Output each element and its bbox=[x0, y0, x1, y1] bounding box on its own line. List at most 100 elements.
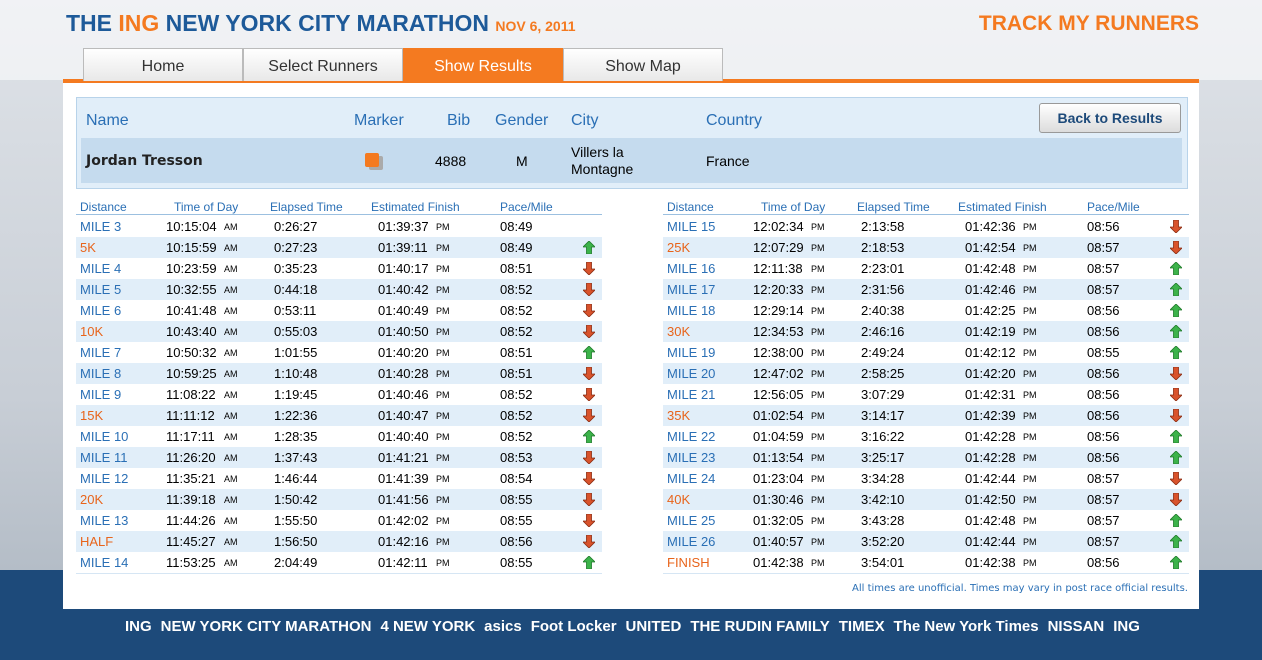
distance: 15K bbox=[80, 408, 104, 423]
distance: MILE 24 bbox=[667, 471, 716, 486]
split-row: MILE 19 12:38:00 PM 2:49:24 01:42:12 PM 08:55 bbox=[663, 342, 1189, 364]
time-of-day: 10:15:59 bbox=[166, 240, 217, 255]
pace: 08:52 bbox=[500, 282, 533, 297]
time-period: PM bbox=[811, 558, 825, 568]
runner-column: City bbox=[571, 112, 599, 129]
elapsed: 3:07:29 bbox=[861, 387, 905, 402]
arrow-icon bbox=[582, 408, 596, 423]
elapsed: 2:04:49 bbox=[274, 555, 318, 570]
finish: 01:42:28 bbox=[965, 429, 1016, 444]
time-of-day: 12:07:29 bbox=[753, 240, 804, 255]
pace: 08:52 bbox=[500, 408, 533, 423]
finish: 01:42:36 bbox=[965, 219, 1016, 234]
footnote: All times are unofficial. Times may vary… bbox=[852, 583, 1188, 594]
pace: 08:57 bbox=[1087, 513, 1120, 528]
time-of-day: 10:23:59 bbox=[166, 261, 217, 276]
arrow-icon bbox=[1169, 345, 1183, 360]
finish: 01:40:50 bbox=[378, 324, 429, 339]
finish: 01:41:56 bbox=[378, 492, 429, 507]
pace: 08:51 bbox=[500, 261, 533, 276]
arrow-down bbox=[582, 513, 596, 528]
arrow-up bbox=[1169, 534, 1183, 549]
finish-period: PM bbox=[436, 390, 450, 400]
distance: MILE 11 bbox=[80, 450, 128, 465]
arrow-down bbox=[1169, 219, 1183, 234]
runner-name: Jordan Tresson bbox=[86, 153, 203, 169]
tab[interactable]: Home bbox=[83, 48, 243, 81]
time-of-day: 10:15:04 bbox=[166, 219, 217, 234]
time-of-day: 10:32:55 bbox=[166, 282, 217, 297]
header-rule bbox=[76, 214, 602, 215]
finish: 01:41:21 bbox=[378, 450, 429, 465]
elapsed: 2:58:25 bbox=[861, 366, 905, 381]
split-row: MILE 6 10:41:48 AM 0:53:11 01:40:49 PM 08:52 bbox=[76, 300, 602, 322]
finish: 01:42:44 bbox=[965, 471, 1016, 486]
tab[interactable]: Select Runners bbox=[243, 48, 403, 81]
finish: 01:42:20 bbox=[965, 366, 1016, 381]
distance: MILE 10 bbox=[80, 429, 129, 444]
pace: 08:49 bbox=[500, 240, 533, 255]
sponsor: NEW YORK CITY MARATHON bbox=[160, 618, 372, 635]
tab[interactable]: Show Results bbox=[403, 48, 563, 81]
bib: 4888 bbox=[435, 153, 467, 169]
arrow-down bbox=[582, 492, 596, 507]
distance: MILE 20 bbox=[667, 366, 716, 381]
pace: 08:56 bbox=[1087, 387, 1120, 402]
elapsed: 1:10:48 bbox=[274, 366, 318, 381]
sponsor: TIMEX bbox=[838, 618, 885, 635]
arrow-icon bbox=[582, 261, 596, 276]
finish-period: PM bbox=[1023, 222, 1037, 232]
distance: MILE 3 bbox=[80, 219, 122, 234]
elapsed: 3:54:01 bbox=[861, 555, 905, 570]
sponsor: UNITED bbox=[625, 618, 682, 635]
arrow-up bbox=[1169, 324, 1183, 339]
sponsor: ING bbox=[125, 618, 152, 635]
elapsed: 2:23:01 bbox=[861, 261, 905, 276]
time-of-day: 10:50:32 bbox=[166, 345, 217, 360]
finish-period: PM bbox=[1023, 411, 1037, 421]
split-row: 15K 11:11:12 AM 1:22:36 01:40:47 PM 08:52 bbox=[76, 405, 602, 427]
distance: 30K bbox=[667, 324, 691, 339]
split-row: MILE 20 12:47:02 PM 2:58:25 01:42:20 PM 08:56 bbox=[663, 363, 1189, 385]
finish: 01:42:02 bbox=[378, 513, 429, 528]
time-of-day: 11:35:21 bbox=[166, 471, 216, 486]
arrow-icon bbox=[1169, 240, 1183, 255]
finish: 01:42:50 bbox=[965, 492, 1016, 507]
column-header: Pace/Mile bbox=[1087, 200, 1140, 214]
pace: 08:55 bbox=[500, 555, 533, 570]
split-row: MILE 25 01:32:05 PM 3:43:28 01:42:48 PM 08:57 bbox=[663, 510, 1189, 532]
time-of-day: 12:29:14 bbox=[753, 303, 804, 318]
time-of-day: 11:39:18 bbox=[166, 492, 216, 507]
time-of-day: 10:43:40 bbox=[166, 324, 217, 339]
tab[interactable]: Show Map bbox=[563, 48, 723, 81]
city: Villers la Montagne bbox=[571, 144, 634, 177]
pace: 08:56 bbox=[500, 534, 533, 549]
elapsed: 2:18:53 bbox=[861, 240, 905, 255]
elapsed: 1:46:44 bbox=[274, 471, 318, 486]
distance: MILE 25 bbox=[667, 513, 716, 528]
arrow-down bbox=[582, 534, 596, 549]
time-period: PM bbox=[811, 264, 825, 274]
arrow-down bbox=[582, 450, 596, 465]
time-of-day: 01:23:04 bbox=[753, 471, 804, 486]
marker-icon bbox=[365, 153, 379, 167]
time-of-day: 12:38:00 bbox=[753, 345, 804, 360]
time-period: AM bbox=[224, 369, 238, 379]
time-of-day: 11:45:27 bbox=[166, 534, 216, 549]
back-button[interactable]: Back to Results bbox=[1039, 103, 1181, 133]
split-row: MILE 26 01:40:57 PM 3:52:20 01:42:44 PM 08:57 bbox=[663, 531, 1189, 553]
sponsor: NISSAN bbox=[1047, 618, 1105, 635]
distance: 5K bbox=[80, 240, 96, 255]
time-period: AM bbox=[224, 474, 238, 484]
time-of-day: 12:20:33 bbox=[753, 282, 804, 297]
runner-column: Country bbox=[706, 112, 763, 129]
finish: 01:42:44 bbox=[965, 534, 1016, 549]
elapsed: 0:44:18 bbox=[274, 282, 318, 297]
finish: 01:42:11 bbox=[378, 555, 428, 570]
distance: MILE 13 bbox=[80, 513, 129, 528]
distance: MILE 26 bbox=[667, 534, 716, 549]
finish: 01:40:42 bbox=[378, 282, 429, 297]
arrow-icon bbox=[1169, 471, 1183, 486]
finish: 01:40:49 bbox=[378, 303, 429, 318]
